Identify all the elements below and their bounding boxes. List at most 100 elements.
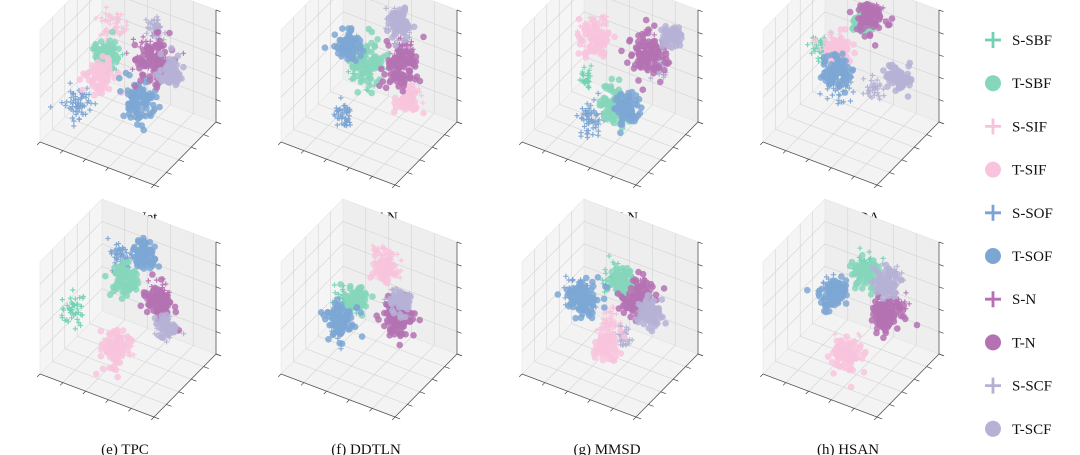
x-axis-line bbox=[280, 141, 396, 186]
axis-tick bbox=[215, 9, 221, 13]
point-t-sof bbox=[156, 103, 163, 111]
point-s-sbf bbox=[579, 69, 586, 75]
point-t-n bbox=[635, 50, 643, 58]
point-s-sof bbox=[579, 106, 585, 112]
point-t-n bbox=[132, 82, 139, 90]
point-t-scf bbox=[650, 297, 658, 305]
axis-tick bbox=[876, 416, 883, 420]
axis-tick bbox=[394, 184, 401, 188]
point-t-sof bbox=[134, 237, 142, 244]
point-s-sbf bbox=[586, 70, 592, 76]
point-t-sbf bbox=[358, 294, 366, 302]
point-t-sof bbox=[612, 96, 619, 104]
point-t-n bbox=[875, 16, 883, 23]
point-s-sbf bbox=[577, 77, 583, 83]
point-s-sbf bbox=[76, 320, 82, 326]
point-t-n bbox=[153, 29, 161, 36]
y-axis-line bbox=[635, 353, 699, 418]
point-t-sbf bbox=[102, 272, 109, 280]
point-s-sbf bbox=[857, 245, 863, 251]
y-axis-line bbox=[635, 121, 699, 186]
panel-hsan: (h) HSAN bbox=[759, 198, 945, 455]
point-t-sif bbox=[617, 327, 624, 334]
point-t-sof bbox=[589, 278, 596, 286]
point-t-sif bbox=[105, 60, 112, 67]
point-t-n bbox=[869, 19, 877, 27]
point-t-sif bbox=[827, 30, 835, 37]
axis-tick bbox=[166, 172, 172, 175]
point-s-sbf bbox=[581, 64, 587, 70]
point-t-sof bbox=[627, 103, 634, 110]
point-t-n bbox=[633, 294, 640, 302]
point-s-scf bbox=[864, 84, 871, 90]
point-t-sof bbox=[837, 67, 845, 75]
axis-tick bbox=[938, 99, 944, 102]
gridline bbox=[293, 361, 408, 405]
point-t-scf bbox=[643, 296, 650, 303]
point-s-sof bbox=[112, 254, 118, 260]
point-t-n bbox=[650, 69, 657, 77]
point-t-n bbox=[866, 31, 874, 38]
gridline bbox=[521, 0, 574, 53]
point-t-sof bbox=[132, 105, 140, 112]
point-s-sbf bbox=[70, 287, 76, 293]
axis-tick bbox=[685, 366, 691, 369]
point-t-n bbox=[644, 29, 652, 37]
point-t-sif bbox=[97, 327, 105, 335]
axis-tick bbox=[697, 241, 703, 245]
point-t-sif bbox=[388, 251, 396, 258]
point-t-n bbox=[888, 15, 896, 22]
point-s-sbf bbox=[332, 290, 338, 296]
point-t-scf bbox=[658, 36, 666, 44]
axis-tick bbox=[153, 184, 160, 188]
point-t-sif bbox=[609, 331, 616, 338]
point-t-n bbox=[145, 48, 152, 55]
point-s-sof bbox=[48, 104, 54, 110]
point-t-sif bbox=[599, 356, 607, 364]
point-t-n bbox=[140, 52, 147, 59]
gridline bbox=[64, 116, 179, 161]
point-t-sif bbox=[97, 352, 105, 360]
gridline bbox=[812, 323, 927, 367]
point-s-sbf bbox=[582, 79, 588, 85]
point-t-sof bbox=[131, 113, 139, 121]
point-t-n bbox=[856, 22, 864, 29]
point-t-n bbox=[626, 38, 633, 45]
axis-tick bbox=[178, 391, 185, 395]
gridline bbox=[534, 361, 649, 405]
point-t-scf bbox=[671, 31, 679, 38]
point-s-scf bbox=[143, 17, 149, 23]
point-t-scf bbox=[155, 70, 163, 77]
point-t-sbf bbox=[114, 271, 122, 279]
point-s-sbf bbox=[67, 307, 73, 313]
point-t-n bbox=[382, 84, 390, 92]
point-t-n bbox=[618, 47, 625, 55]
axis-tick bbox=[938, 264, 944, 267]
axis-tick bbox=[215, 331, 221, 334]
axis-tick bbox=[697, 9, 703, 13]
point-t-n bbox=[153, 84, 161, 91]
point-t-sbf bbox=[109, 283, 117, 291]
axis-tick bbox=[203, 134, 209, 137]
point-t-sbf bbox=[606, 86, 614, 94]
point-t-sof bbox=[588, 301, 596, 309]
gridline bbox=[854, 345, 917, 409]
point-s-sif bbox=[593, 327, 599, 333]
point-t-scf bbox=[168, 45, 175, 52]
point-t-sbf bbox=[617, 278, 625, 286]
axis-tick bbox=[191, 378, 197, 382]
point-t-n bbox=[624, 59, 631, 66]
point-t-sif bbox=[105, 85, 113, 93]
axis-tick bbox=[697, 76, 703, 80]
point-t-scf bbox=[403, 33, 410, 41]
point-t-sif bbox=[576, 34, 583, 42]
axis-tick bbox=[889, 404, 895, 407]
gridline bbox=[293, 129, 408, 173]
point-s-sif bbox=[104, 18, 111, 24]
point-s-sbf bbox=[588, 63, 594, 69]
axis-tick bbox=[851, 408, 855, 412]
y-axis-line bbox=[876, 121, 940, 186]
caption-ddtln: (f) DDTLN bbox=[331, 442, 401, 455]
point-t-n bbox=[150, 287, 157, 294]
gridline bbox=[280, 56, 344, 120]
